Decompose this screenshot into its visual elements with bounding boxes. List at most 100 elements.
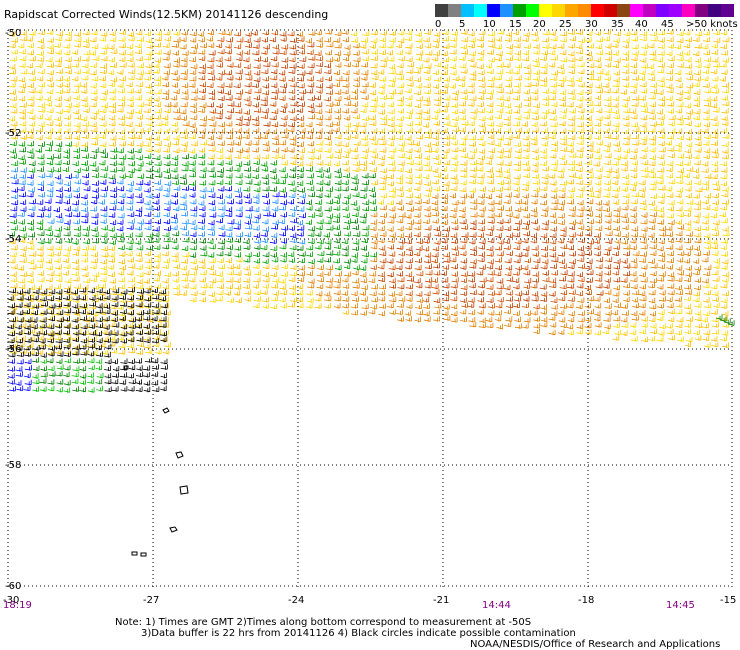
wind-barb [667, 237, 675, 244]
wind-barb [485, 94, 493, 100]
wind-barb [596, 69, 604, 75]
wind-barb [379, 49, 386, 55]
wind-barb [288, 172, 296, 179]
wind-barb [577, 68, 585, 75]
wind-barb [227, 270, 234, 276]
wind-barb [100, 258, 107, 265]
wind-barb [323, 167, 330, 173]
wind-barb [163, 69, 170, 75]
wind-barb [613, 146, 621, 153]
wind-barb [108, 120, 116, 127]
wind-barb [127, 287, 135, 293]
wind-barb [111, 316, 118, 322]
wind-barb [479, 206, 486, 212]
wind-barb [10, 166, 18, 173]
wind-barb [523, 89, 530, 95]
wind-barb [217, 48, 225, 55]
wind-barb [128, 283, 136, 289]
legend-labels: 0 5 10 15 20 25 30 35 40 45 >50 knots [435, 17, 740, 31]
wind-barb [162, 135, 170, 141]
wind-barb [65, 211, 73, 218]
wind-barb [694, 225, 701, 232]
wind-barb [109, 199, 117, 205]
wind-barb [379, 139, 387, 146]
wind-barb [352, 296, 359, 302]
wind-barb [37, 68, 45, 75]
wind-barb [127, 290, 134, 296]
wind-barb [172, 107, 180, 114]
wind-barb [79, 294, 86, 301]
wind-barb [360, 245, 367, 251]
wind-barb [136, 197, 144, 204]
wind-barb [351, 290, 358, 297]
wind-barb [638, 75, 645, 81]
wind-barb [103, 352, 111, 358]
wind-barb [280, 257, 287, 263]
wind-barb [315, 101, 323, 108]
wind-barb [289, 237, 297, 243]
wind-barb [415, 109, 423, 115]
wind-barb [602, 82, 610, 88]
wind-barb [242, 128, 250, 134]
wind-barb [217, 211, 225, 218]
wind-barb [540, 113, 547, 120]
wind-barb [163, 160, 171, 167]
wind-barb [109, 62, 117, 68]
wind-barb [720, 167, 728, 173]
wind-barb [81, 141, 88, 148]
wind-barb [262, 277, 270, 283]
wind-barb [297, 166, 304, 173]
wind-barb [45, 342, 53, 348]
wind-barb [353, 69, 360, 75]
wind-barb [225, 82, 233, 88]
wind-barb [666, 257, 674, 263]
wind-barb [316, 186, 323, 192]
wind-barb [685, 135, 692, 141]
wind-barb [36, 263, 44, 269]
wind-barb [233, 166, 241, 172]
wind-barb [79, 358, 86, 364]
wind-barb [540, 296, 547, 302]
wind-barb [134, 121, 142, 127]
wind-barb [206, 283, 214, 289]
wind-barb [359, 193, 367, 199]
wind-barb [143, 278, 150, 284]
wind-barb [73, 231, 81, 237]
wind-barb [614, 238, 621, 244]
wind-barb [667, 101, 675, 107]
wind-barb [243, 193, 251, 199]
wind-barb [270, 295, 278, 302]
wind-barb [189, 283, 197, 290]
wind-barb [54, 95, 62, 101]
wind-barb [461, 120, 469, 126]
wind-barb [120, 324, 128, 330]
wind-barb [442, 264, 449, 270]
wind-barb [667, 55, 675, 62]
wind-barb [677, 211, 684, 218]
wind-barb [63, 153, 70, 159]
wind-barb [244, 198, 252, 204]
wind-barb [512, 277, 520, 283]
wind-barb [326, 225, 334, 231]
wind-barb [7, 309, 15, 315]
wind-barb [557, 238, 565, 244]
wind-barb [468, 135, 476, 141]
wind-barb [48, 288, 56, 295]
wind-barb [47, 37, 54, 43]
wind-barb [81, 251, 89, 257]
wind-barb [713, 302, 720, 308]
wind-barb [369, 166, 377, 173]
wind-barb [721, 87, 730, 94]
wind-barb [377, 263, 385, 270]
wind-barb [262, 179, 270, 185]
wind-barb [225, 283, 233, 290]
wind-barb [370, 29, 378, 36]
wind-barb [694, 250, 701, 257]
wind-barb [431, 205, 439, 212]
wind-barb [359, 165, 367, 172]
wind-barb [199, 245, 207, 251]
wind-barb [92, 238, 99, 244]
wind-barb [722, 271, 730, 277]
wind-barb [144, 295, 151, 302]
wind-barb [559, 89, 567, 95]
